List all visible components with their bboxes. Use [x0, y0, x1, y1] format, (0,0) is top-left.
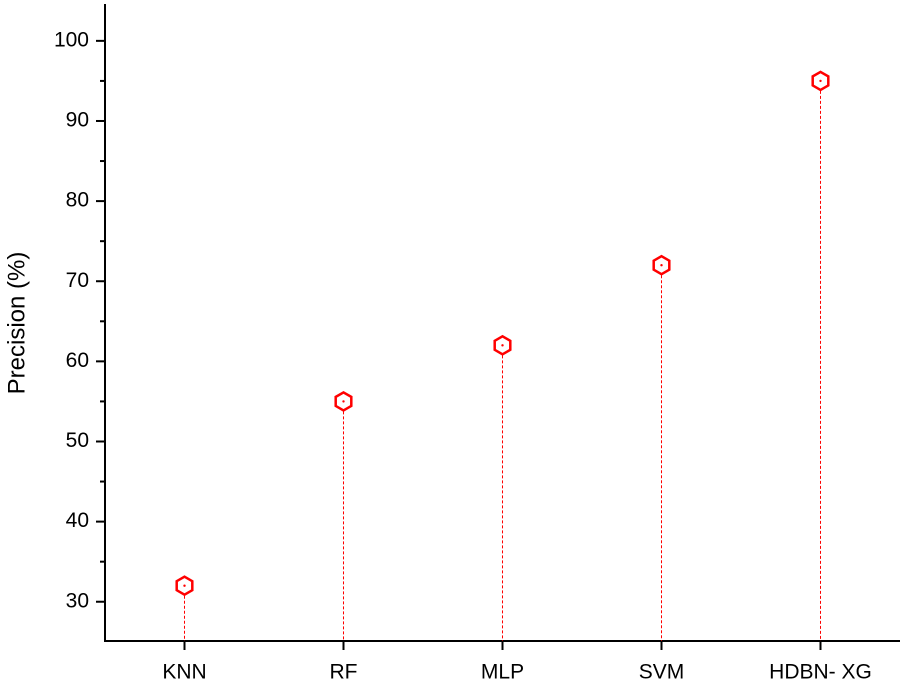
- y-axis-label: Precision (%): [3, 252, 30, 395]
- marker-dot: [501, 344, 504, 347]
- marker-dot: [819, 79, 822, 83]
- x-tick-label: HDBN- XG: [769, 661, 872, 684]
- marker-dot: [660, 264, 663, 267]
- marker-dot: [183, 584, 186, 587]
- x-tick-label: RF: [330, 661, 358, 684]
- y-tick-label: 60: [66, 349, 89, 372]
- marker-dot: [342, 400, 345, 403]
- x-tick-label: SVM: [639, 661, 685, 684]
- y-tick-label: 40: [66, 509, 89, 532]
- y-tick-label: 70: [66, 269, 89, 292]
- y-tick-label: 80: [66, 189, 89, 212]
- y-tick-label: 50: [66, 429, 89, 452]
- x-tick-label: MLP: [481, 661, 524, 684]
- y-tick-label: 90: [66, 109, 89, 132]
- y-tick-label: 30: [66, 589, 89, 612]
- y-tick-label: 100: [54, 28, 89, 51]
- x-tick-label: KNN: [162, 661, 206, 684]
